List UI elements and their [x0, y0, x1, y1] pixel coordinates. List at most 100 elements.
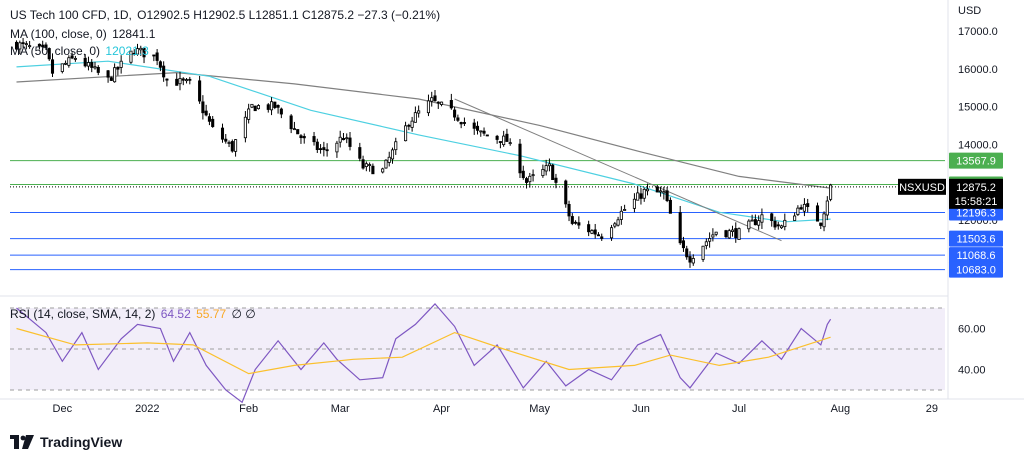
- candle-up: [394, 141, 398, 151]
- candle-up: [727, 230, 731, 239]
- candle-up: [619, 210, 623, 220]
- candle-down: [456, 117, 460, 121]
- last-price-label: 12875.2: [956, 182, 996, 194]
- candle-up: [24, 43, 28, 46]
- level-tag-label: 13567.9: [956, 156, 996, 168]
- candle-down: [21, 42, 25, 45]
- candle-down: [152, 54, 156, 57]
- candle-down: [47, 48, 51, 60]
- level-tag-label: 11503.6: [957, 234, 996, 246]
- candle-down: [273, 101, 277, 108]
- candle-down: [482, 130, 486, 134]
- candle-up: [783, 219, 787, 228]
- price-levels[interactable]: [10, 160, 945, 271]
- candle-up: [417, 110, 421, 114]
- candle-down: [96, 67, 100, 73]
- candle-up: [338, 136, 342, 143]
- candle-up: [802, 203, 806, 212]
- candle-down: [289, 115, 293, 130]
- candle-up: [623, 209, 627, 211]
- candle-up: [544, 165, 548, 172]
- candle-down: [41, 44, 45, 48]
- currency-label: USD: [958, 5, 981, 17]
- ma100-legend: MA (100, close, 0) 12841.1: [10, 27, 155, 41]
- candle-up: [413, 112, 417, 123]
- candle-down: [358, 147, 362, 159]
- candle-down: [472, 122, 476, 129]
- candle-down: [109, 77, 113, 81]
- price-tags: 13567.912936.812196.311503.611068.610683…: [10, 152, 1003, 278]
- grid: [0, 0, 1024, 400]
- x-tick-label: May: [529, 403, 550, 415]
- level-tag-label: 10683.0: [956, 265, 996, 277]
- candle-up: [60, 63, 64, 72]
- candle-down: [459, 121, 463, 125]
- candle-down: [116, 66, 120, 70]
- price-tick-label: 15000.0: [958, 102, 998, 114]
- candle-up: [711, 234, 715, 238]
- candle-down: [462, 122, 466, 124]
- x-tick-label: Aug: [831, 403, 851, 415]
- candle-down: [485, 134, 489, 137]
- candle-up: [730, 229, 735, 232]
- candle-down: [815, 205, 820, 222]
- candle-up: [708, 238, 712, 242]
- candle-up: [381, 168, 385, 173]
- candle-up: [760, 214, 764, 223]
- candle-down: [279, 108, 283, 115]
- level-tag-bg: [949, 152, 1003, 169]
- candle-down: [449, 100, 453, 109]
- candle-down: [207, 116, 211, 122]
- symbol-tag-label: NSXUSD: [899, 182, 945, 194]
- candle-up: [659, 190, 663, 193]
- candle-up: [384, 159, 388, 169]
- candle-down: [773, 220, 777, 228]
- candle-down: [567, 204, 571, 217]
- candle-up: [662, 191, 666, 194]
- candle-down: [770, 213, 774, 222]
- candle-up: [18, 42, 22, 50]
- rsi-tick-label: 40.00: [958, 365, 986, 377]
- candle-down: [37, 43, 41, 47]
- instrument-title: US Tech 100 CFD, 1D,: [10, 8, 136, 22]
- symbol-tag-bg: [898, 178, 946, 195]
- candle-up: [135, 48, 140, 55]
- candle-up: [825, 200, 829, 216]
- candle-up: [247, 108, 251, 120]
- rsi-sma-line: [16, 327, 831, 375]
- candle-down: [574, 221, 578, 224]
- candle-up: [93, 66, 97, 69]
- candle-down: [348, 137, 352, 147]
- candle-up: [292, 128, 296, 131]
- tradingview-logo[interactable]: TradingView: [10, 434, 122, 450]
- candle-up: [750, 219, 754, 222]
- candle-down: [162, 65, 166, 78]
- candle-up: [256, 105, 261, 110]
- x-tick-label: Jun: [632, 403, 650, 415]
- candle-up: [390, 149, 395, 160]
- candle-down: [198, 80, 202, 102]
- candle-down: [518, 143, 522, 174]
- candle-down: [475, 125, 480, 131]
- rsi-band: [10, 307, 945, 391]
- x-tick-label: 2022: [135, 403, 159, 415]
- ma100-line: [16, 71, 831, 189]
- x-tick-label: 29: [926, 403, 938, 415]
- ma100-value: 12841.1: [112, 27, 156, 41]
- candle-up: [645, 188, 650, 192]
- x-tick-label: Jul: [732, 403, 746, 415]
- candle-up: [779, 225, 784, 229]
- level-tag-label: 11068.6: [957, 250, 996, 262]
- candle-down: [204, 110, 208, 116]
- candle-up: [528, 175, 532, 183]
- candle-up: [636, 192, 640, 201]
- candle-down: [678, 212, 682, 244]
- candle-down: [155, 52, 159, 61]
- ohlc-values: O12902.5 H12902.5 L12851.1 C12875.2 −27.…: [137, 8, 441, 22]
- candle-down: [371, 165, 375, 175]
- candle-down: [165, 78, 169, 81]
- candle-up: [364, 163, 368, 167]
- candle-down: [453, 109, 457, 118]
- trendline: [454, 98, 782, 242]
